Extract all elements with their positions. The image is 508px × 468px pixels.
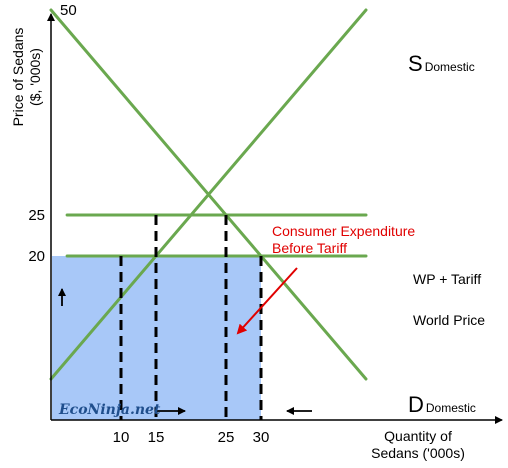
annotation-line1: Consumer Expenditure — [272, 223, 415, 239]
y-tick-50: 50 — [60, 2, 77, 19]
x-tick-labels: 10 15 25 30 — [113, 429, 270, 446]
x-axis-label-line1: Quantity of — [384, 428, 452, 444]
x-tick-15: 15 — [148, 429, 165, 446]
annotation-line2: Before Tariff — [272, 240, 347, 256]
x-tick-10: 10 — [113, 429, 130, 446]
demand-label: D Domestic — [408, 392, 476, 417]
dashed-lines — [119, 215, 263, 420]
watermark: EcoNinja.net — [58, 402, 161, 418]
x-tick-25: 25 — [218, 429, 235, 446]
x-axis-label-line2: Sedans ('000s) — [371, 445, 465, 461]
y-tick-labels: 20 25 50 — [28, 2, 76, 265]
world-price-label: World Price — [413, 312, 485, 328]
y-axis-label-line2: ($, '000s) — [27, 48, 43, 106]
annotation-arrow — [236, 267, 298, 335]
demand-curve — [49, 8, 368, 381]
y-tick-20: 20 — [28, 248, 45, 265]
y-tick-25: 25 — [28, 207, 45, 224]
wp-tariff-label: WP + Tariff — [413, 271, 481, 287]
supply-label: S Domestic — [408, 51, 475, 76]
x-tick-30: 30 — [253, 429, 270, 446]
y-axis-label-line1: Price of Sedans — [10, 28, 26, 127]
